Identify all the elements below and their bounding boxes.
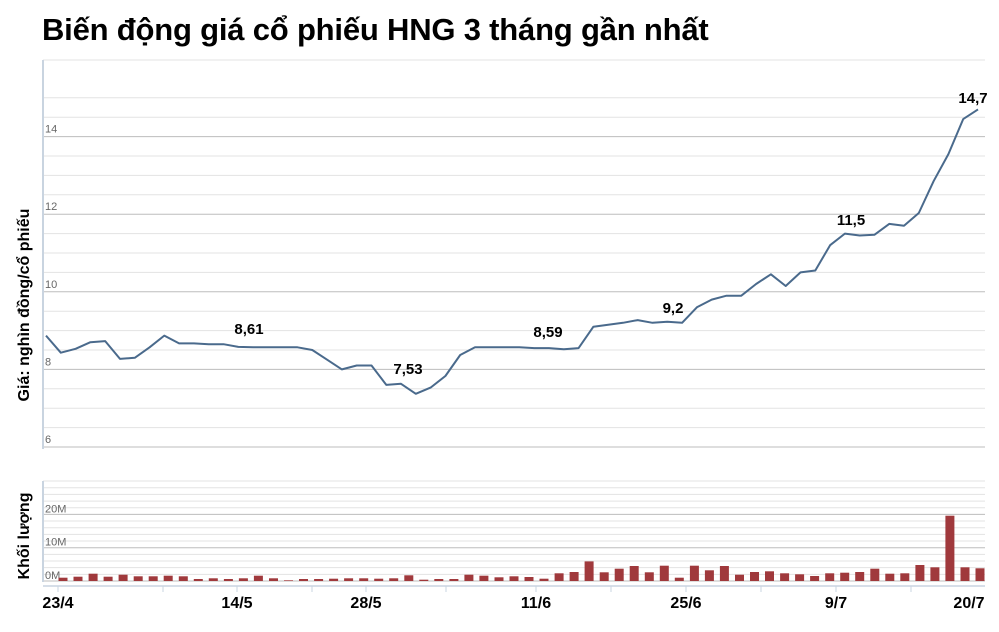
x-axis-ticks: 23/4 14/5 28/5 11/6 25/6 9/7 20/7 <box>42 586 985 612</box>
volume-bar <box>359 578 369 581</box>
volume-bar <box>103 576 113 581</box>
volume-bar <box>58 577 68 581</box>
volume-bar <box>975 568 985 581</box>
price-annotation-label: 7,53 <box>393 361 422 378</box>
volume-gridlines <box>43 480 985 582</box>
x-tick-label: 28/5 <box>350 595 381 612</box>
volume-bar <box>735 574 744 581</box>
volume-bar <box>870 568 880 581</box>
price-y-tick-label: 12 <box>45 201 57 213</box>
volume-bar <box>449 579 459 581</box>
price-y-tick-label: 14 <box>45 124 57 136</box>
x-tick-label: 25/6 <box>670 595 701 612</box>
volume-bar <box>599 572 609 581</box>
chart-title: Biến động giá cổ phiếu HNG 3 tháng gần n… <box>42 12 709 47</box>
volume-y-tick-label: 10M <box>45 537 66 549</box>
price-y-axis-title: Giá: nghìn đồng/cổ phiếu <box>15 209 33 402</box>
volume-bar <box>419 579 429 581</box>
volume-bar <box>900 573 910 581</box>
price-y-tick-label: 8 <box>45 356 51 368</box>
volume-bar <box>915 565 925 581</box>
volume-bar <box>178 576 188 581</box>
volume-bar <box>960 567 970 581</box>
volume-bar <box>509 576 519 581</box>
price-y-tick-label: 10 <box>45 279 57 291</box>
volume-bar <box>163 575 173 581</box>
volume-bar <box>238 578 248 581</box>
volume-bar <box>659 565 669 581</box>
volume-bar <box>750 572 759 581</box>
volume-bar <box>855 572 865 581</box>
volume-bar <box>404 575 414 581</box>
volume-bar <box>494 577 504 581</box>
volume-y-axis-title: Khối lượng <box>16 493 33 580</box>
volume-bar <box>299 579 308 581</box>
volume-bar <box>644 572 654 581</box>
volume-bar <box>554 573 564 581</box>
volume-bar <box>193 579 203 581</box>
x-tick-label: 9/7 <box>825 595 847 612</box>
volume-bar <box>389 578 399 581</box>
volume-bar <box>930 567 940 581</box>
volume-bar <box>269 578 278 581</box>
volume-bar <box>148 576 158 581</box>
volume-bar <box>765 571 774 581</box>
volume-bar <box>88 573 98 581</box>
volume-y-tick-label: 20M <box>45 503 66 515</box>
volume-bar <box>674 577 684 581</box>
volume-bar <box>689 565 699 581</box>
volume-bar <box>524 577 534 581</box>
volume-bar <box>569 572 579 581</box>
price-annotation-label: 8,61 <box>234 321 263 338</box>
volume-bar <box>73 576 83 581</box>
price-annotation-label: 14,7 <box>958 90 987 107</box>
volume-bar <box>374 578 384 581</box>
volume-bar <box>284 580 293 581</box>
price-annotations: 8,61 7,53 8,59 9,2 11,5 14,7 <box>234 90 987 378</box>
volume-bar <box>629 566 639 581</box>
x-tick-label: 11/6 <box>521 595 551 612</box>
x-tick-label: 23/4 <box>42 595 73 612</box>
price-annotation-label: 11,5 <box>837 212 865 229</box>
volume-y-axis-ticks: 0M 10M 20M <box>45 503 66 582</box>
volume-bar <box>118 574 128 581</box>
volume-bar <box>945 515 955 581</box>
volume-bar <box>253 575 263 581</box>
volume-bar <box>780 573 790 581</box>
volume-y-tick-label: 0M <box>45 570 60 582</box>
volume-bar <box>479 575 489 581</box>
volume-bar <box>223 579 233 581</box>
volume-bar <box>719 566 729 581</box>
price-y-axis-ticks: 6 8 10 12 14 <box>45 124 57 446</box>
volume-bar <box>344 578 354 581</box>
volume-bar <box>825 573 835 581</box>
volume-bar <box>614 568 624 581</box>
x-tick-label: 20/7 <box>953 595 984 612</box>
volume-bar <box>810 576 820 581</box>
volume-bar <box>329 578 339 581</box>
price-annotation-label: 8,59 <box>533 324 562 341</box>
price-line <box>45 108 979 395</box>
volume-bar <box>208 578 218 581</box>
price-annotation-label: 9,2 <box>663 300 684 317</box>
volume-bar <box>434 579 444 581</box>
volume-bar <box>314 579 324 581</box>
price-gridlines <box>43 59 985 448</box>
volume-bars <box>58 515 985 581</box>
volume-bar <box>584 561 594 581</box>
volume-bar <box>840 572 850 581</box>
volume-bar <box>133 576 143 581</box>
volume-bar <box>539 578 549 581</box>
volume-bar <box>704 570 714 581</box>
volume-bar <box>795 574 805 581</box>
price-y-tick-label: 6 <box>45 434 51 446</box>
x-tick-label: 14/5 <box>221 595 252 612</box>
volume-bar <box>885 573 895 581</box>
volume-bar <box>464 574 474 581</box>
